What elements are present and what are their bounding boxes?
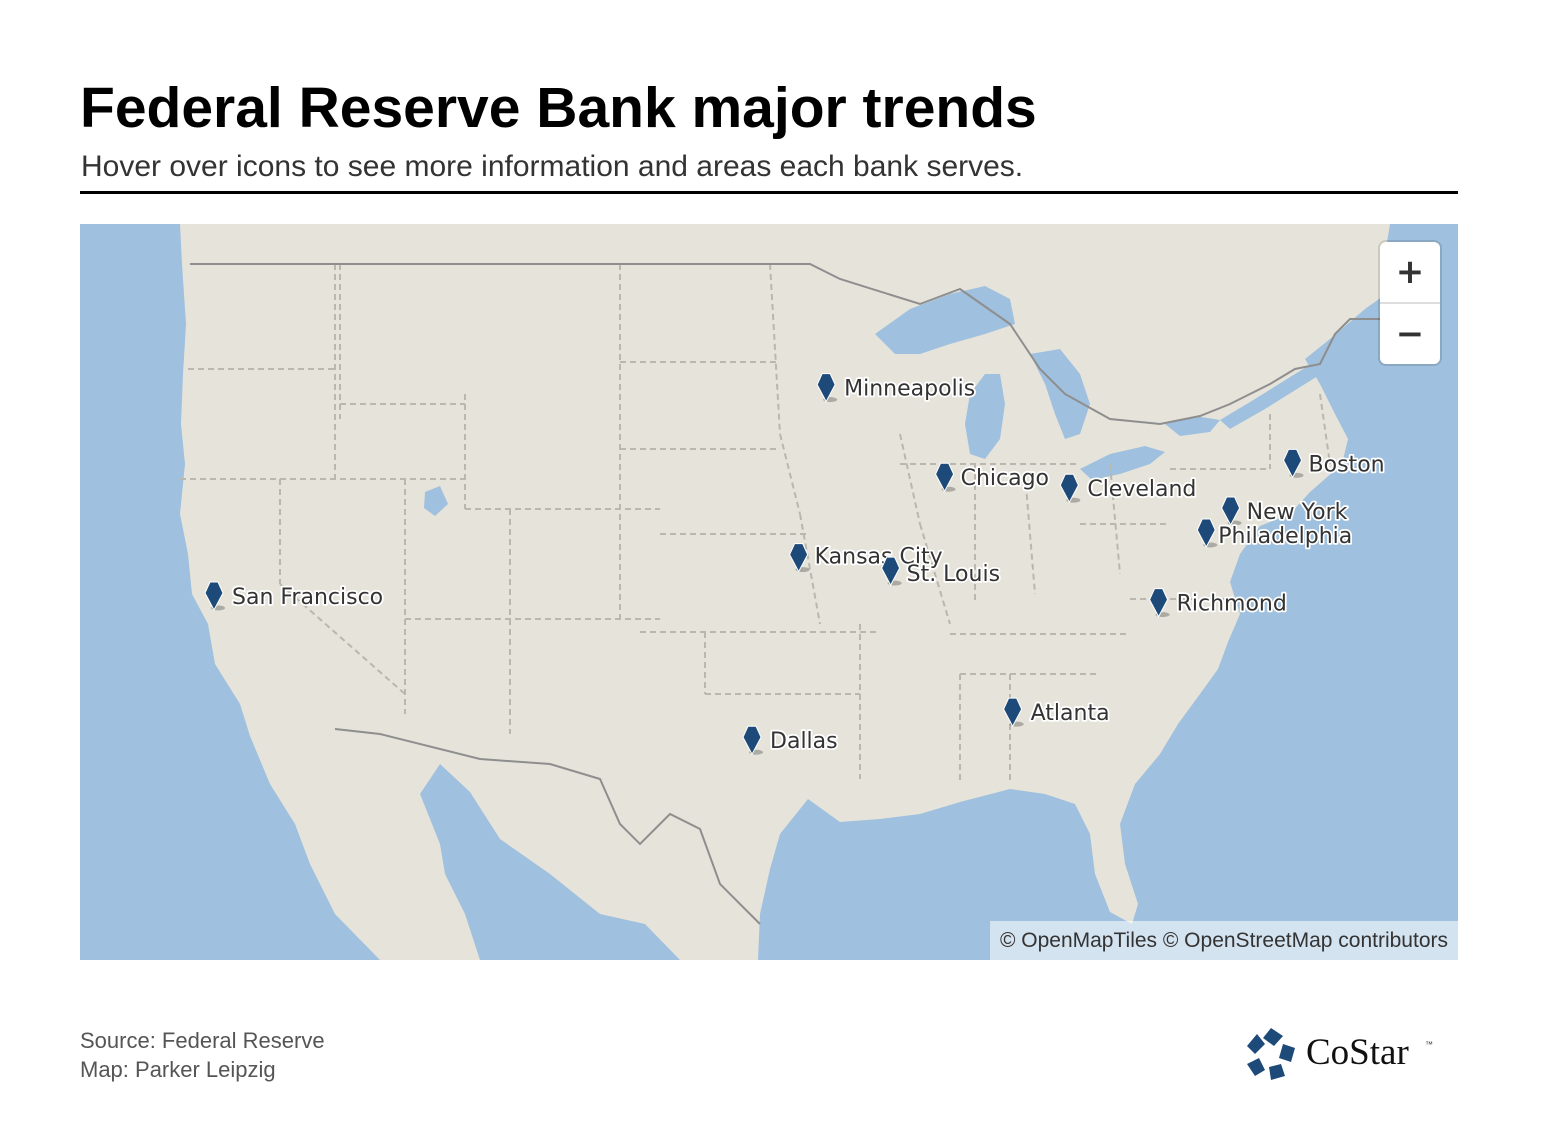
bank-marker-philadelphia[interactable]: Philadelphia [1196, 518, 1354, 551]
header-divider [80, 191, 1458, 194]
page-title: Federal Reserve Bank major trends [80, 76, 1037, 140]
country-borders [190, 263, 1401, 925]
map-pin-icon[interactable] [1221, 496, 1241, 527]
map-attribution[interactable]: © OpenMapTiles © OpenStreetMap contribut… [989, 921, 1458, 960]
credit-note: Map: Parker Leipzig [80, 1057, 276, 1082]
bank-label-st-louis: St. Louis [907, 562, 1000, 587]
bank-marker-cleveland[interactable]: Cleveland [1059, 473, 1198, 504]
zoom-out-button[interactable]: − [1395, 314, 1425, 354]
bank-label-new-york: New York [1247, 500, 1348, 525]
land-mass [180, 224, 1400, 960]
bank-label-kansas-city: Kansas City [815, 545, 943, 570]
map-pin-icon[interactable] [1059, 473, 1079, 504]
bank-label-philadelphia: Philadelphia [1218, 524, 1352, 549]
bank-label-atlanta: Atlanta [1031, 701, 1110, 726]
star-pinwheel-icon [1247, 1028, 1295, 1080]
zoom-in-button[interactable]: + [1395, 252, 1425, 292]
map-pin-icon[interactable] [789, 543, 809, 573]
map-pin-icon[interactable] [1196, 518, 1216, 549]
bank-marker-richmond[interactable]: Richmond [1149, 588, 1289, 618]
state-borders [180, 263, 1331, 784]
map-pin-icon[interactable] [935, 462, 955, 493]
costar-logo: CoStar ™ [1243, 1026, 1443, 1082]
bank-marker-kansas-city[interactable]: Kansas City [789, 543, 944, 573]
map-pin-icon[interactable] [816, 373, 836, 403]
bank-marker-san-francisco[interactable]: San Francisco [204, 581, 385, 612]
bank-marker-minneapolis[interactable]: Minneapolis [816, 373, 977, 403]
map-pin-icon[interactable] [1283, 448, 1303, 479]
bank-label-boston: Boston [1309, 452, 1385, 477]
zoom-divider [1380, 302, 1440, 304]
bank-markers[interactable]: Minneapolis Chicago Cleveland Boston New Yor… [204, 373, 1386, 756]
map-pin-icon[interactable] [742, 725, 762, 756]
bank-marker-chicago[interactable]: Chicago [935, 462, 1051, 493]
bank-label-dallas: Dallas [770, 729, 838, 754]
baja-california [342, 729, 480, 960]
lake-michigan [965, 374, 1005, 459]
st-lawrence [1220, 334, 1380, 429]
great-salt-lake [424, 486, 448, 516]
map-canvas[interactable]: Minneapolis Chicago Cleveland Boston New Yor… [80, 224, 1458, 960]
bank-label-chicago: Chicago [961, 466, 1049, 491]
page-subtitle: Hover over icons to see more information… [81, 150, 1024, 183]
map-view[interactable]: Minneapolis Chicago Cleveland Boston New Yor… [80, 224, 1458, 960]
logo-wordmark: CoStar [1306, 1032, 1409, 1073]
lake-huron [1030, 349, 1090, 439]
zoom-control: + − [1380, 242, 1440, 364]
bank-marker-boston[interactable]: Boston [1283, 448, 1386, 479]
bank-label-minneapolis: Minneapolis [844, 377, 975, 402]
map-pin-icon[interactable] [204, 581, 224, 612]
map-pin-icon[interactable] [1149, 588, 1169, 618]
bank-marker-st-louis[interactable]: St. Louis [881, 556, 1002, 589]
logo-trademark: ™ [1425, 1040, 1433, 1049]
bank-marker-dallas[interactable]: Dallas [742, 725, 839, 756]
lake-erie [1080, 446, 1165, 480]
bank-label-san-francisco: San Francisco [232, 585, 383, 610]
map-pin-icon[interactable] [1003, 697, 1023, 728]
bank-marker-new-york[interactable]: New York [1221, 496, 1349, 527]
bank-marker-atlanta[interactable]: Atlanta [1003, 697, 1111, 728]
source-note: Source: Federal Reserve [80, 1028, 325, 1053]
bank-label-richmond: Richmond [1177, 592, 1287, 617]
map-pin-icon[interactable] [881, 556, 901, 587]
bank-label-cleveland: Cleveland [1087, 477, 1196, 502]
